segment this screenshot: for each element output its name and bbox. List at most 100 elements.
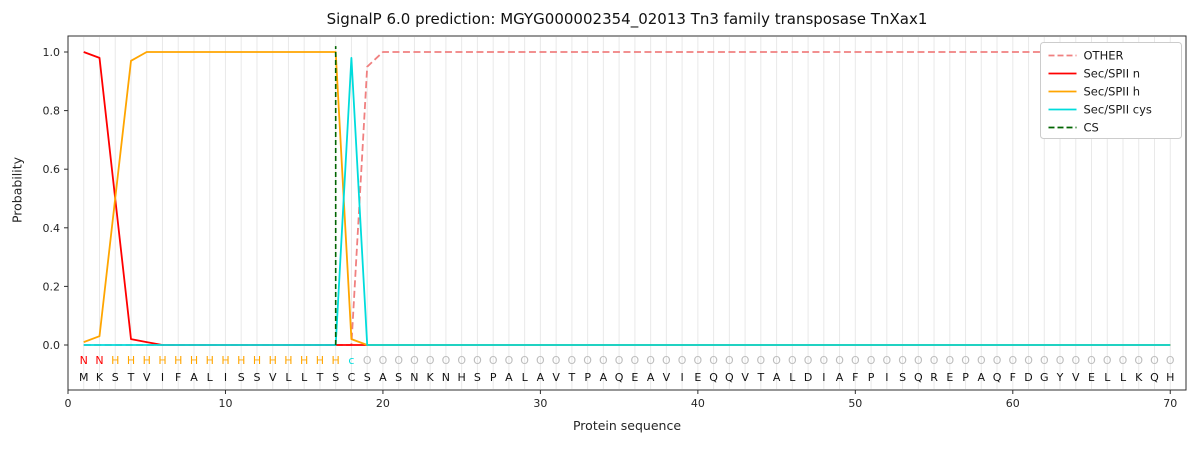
region-label: O (646, 354, 655, 367)
residue-letter: A (379, 371, 387, 384)
residue-letter: E (694, 371, 701, 384)
x-tick-label: 10 (218, 397, 232, 410)
region-label: O (379, 354, 388, 367)
region-label: H (143, 354, 151, 367)
region-label: O (741, 354, 750, 367)
region-label: O (473, 354, 482, 367)
residue-letter: Y (1056, 371, 1064, 384)
region-label: O (819, 354, 828, 367)
residue-letter: A (537, 371, 545, 384)
region-label: O (1150, 354, 1159, 367)
residue-letter: T (568, 371, 576, 384)
legend-label: CS (1084, 121, 1099, 135)
region-label: O (457, 354, 466, 367)
residue-letter: T (756, 371, 764, 384)
region-label: O (1024, 354, 1033, 367)
x-tick-label: 30 (533, 397, 547, 410)
region-label: O (615, 354, 624, 367)
residue-letter: S (253, 371, 260, 384)
region-label: O (568, 354, 577, 367)
residue-letter: K (427, 371, 435, 384)
residue-letter: I (224, 371, 227, 384)
residue-letter: R (930, 371, 938, 384)
residue-letter: I (885, 371, 888, 384)
residue-letter: V (741, 371, 749, 384)
residue-letter: V (1072, 371, 1080, 384)
x-tick-label: 0 (65, 397, 72, 410)
legend-label: Sec/SPII h (1084, 85, 1141, 99)
region-label: H (332, 354, 340, 367)
residue-letter: H (458, 371, 466, 384)
series-line-sec-spii-h (83, 51, 1171, 346)
residue-letter: N (442, 371, 450, 384)
residue-letter: P (490, 371, 497, 384)
region-label: c (348, 354, 354, 367)
region-label: O (882, 354, 891, 367)
x-axis-label: Protein sequence (572, 418, 682, 433)
residue-letter: K (1135, 371, 1143, 384)
region-label: O (662, 354, 671, 367)
region-label: H (127, 354, 135, 367)
region-label: O (678, 354, 687, 367)
residue-letter: I (822, 371, 825, 384)
region-label: H (284, 354, 292, 367)
region-label: O (599, 354, 608, 367)
residue-letter: K (96, 371, 104, 384)
y-tick-label: 1.0 (43, 46, 61, 59)
region-label: O (1040, 354, 1049, 367)
residue-letter: Q (914, 371, 923, 384)
region-label: O (1103, 354, 1112, 367)
x-tick-label: 20 (376, 397, 390, 410)
residue-letter: P (868, 371, 875, 384)
residue-letter: N (410, 371, 418, 384)
residue-letter: V (552, 371, 560, 384)
residue-letter: F (1010, 371, 1016, 384)
region-label: O (867, 354, 876, 367)
x-tick-label: 50 (848, 397, 862, 410)
legend-label: OTHER (1084, 49, 1124, 63)
residue-letter: A (978, 371, 986, 384)
y-axis-label: Probability (9, 156, 25, 224)
residue-letter: E (1088, 371, 1095, 384)
residue-letter: A (600, 371, 608, 384)
residue-letter: S (474, 371, 481, 384)
region-label: O (426, 354, 435, 367)
region-label: O (898, 354, 907, 367)
region-label: O (1119, 354, 1128, 367)
region-label: O (788, 354, 797, 367)
residue-letter: L (285, 371, 292, 384)
residue-letter: A (836, 371, 844, 384)
region-label: O (709, 354, 718, 367)
residue-letter: L (301, 371, 308, 384)
region-label: H (158, 354, 166, 367)
region-label: O (1008, 354, 1017, 367)
x-tick-label: 60 (1006, 397, 1020, 410)
residue-letter: V (663, 371, 671, 384)
region-label: H (316, 354, 324, 367)
y-tick-label: 0.6 (43, 163, 61, 176)
y-tick-label: 0.2 (43, 280, 61, 293)
residue-letter: S (112, 371, 119, 384)
residue-letter: Q (615, 371, 624, 384)
region-label: O (410, 354, 419, 367)
region-label: O (363, 354, 372, 367)
residue-letter: H (1166, 371, 1174, 384)
region-label: O (914, 354, 923, 367)
region-label: O (930, 354, 939, 367)
residue-letter: L (1120, 371, 1127, 384)
residue-letter: L (789, 371, 796, 384)
region-label: O (1087, 354, 1096, 367)
region-label: O (977, 354, 986, 367)
residue-letter: S (395, 371, 402, 384)
residue-letter: L (522, 371, 529, 384)
residue-letter: P (962, 371, 969, 384)
region-label: N (95, 354, 103, 367)
legend-label: Sec/SPII n (1084, 67, 1141, 81)
residue-letter: L (1104, 371, 1111, 384)
region-label: O (725, 354, 734, 367)
region-label: O (961, 354, 970, 367)
region-label: O (1071, 354, 1080, 367)
residue-letter: G (1040, 371, 1049, 384)
legend-label: Sec/SPII cys (1084, 103, 1152, 117)
